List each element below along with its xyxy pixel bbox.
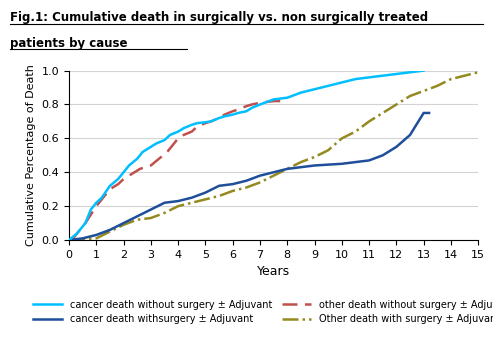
Legend: cancer death without surgery ± Adjuvant, cancer death withsurgery ± Adjuvant, ot: cancer death without surgery ± Adjuvant,…	[29, 296, 493, 328]
Text: Fig.1: Cumulative death in surgically vs. non surgically treated: Fig.1: Cumulative death in surgically vs…	[10, 11, 428, 24]
X-axis label: Years: Years	[257, 265, 290, 278]
Y-axis label: Cumulative Percentage of Death: Cumulative Percentage of Death	[26, 64, 36, 246]
Text: patients by cause: patients by cause	[10, 37, 127, 50]
